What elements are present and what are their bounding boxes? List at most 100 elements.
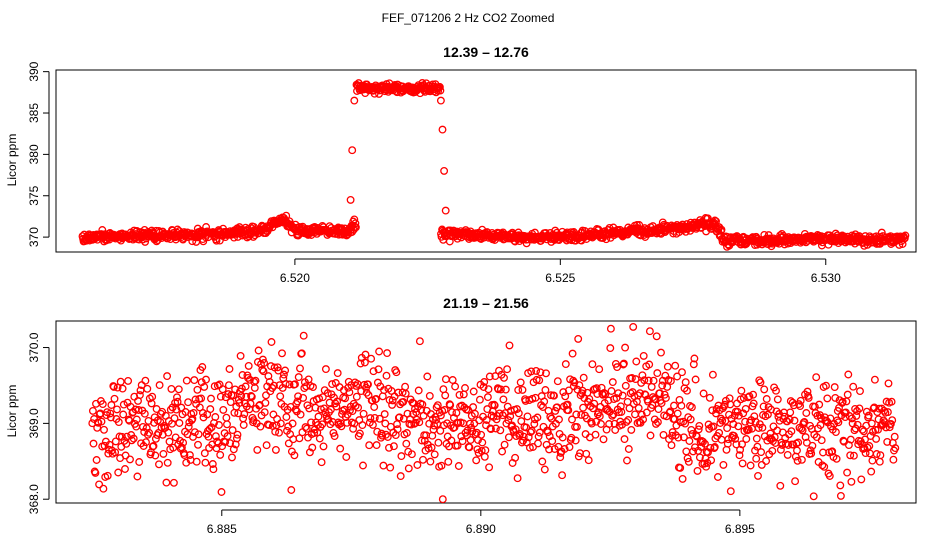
data-point [807, 449, 816, 458]
data-point [218, 385, 227, 394]
data-point [92, 456, 101, 464]
data-point [185, 451, 194, 460]
data-point [862, 407, 871, 416]
data-point [268, 384, 277, 392]
data-point [174, 385, 183, 394]
data-point [658, 381, 667, 390]
data-point [585, 394, 594, 403]
data-point [308, 443, 317, 452]
data-point [642, 408, 651, 417]
data-point [427, 443, 436, 452]
data-point [241, 382, 250, 391]
data-point [191, 395, 200, 404]
data-point [393, 425, 402, 434]
data-point [564, 406, 573, 415]
data-point [754, 471, 762, 480]
data-point [447, 436, 456, 445]
data-point [260, 359, 269, 367]
data-point [352, 392, 361, 401]
data-point [337, 422, 346, 431]
data-point [95, 480, 104, 489]
data-point [388, 396, 397, 405]
data-point [446, 401, 455, 410]
data-point [433, 401, 442, 410]
data-point [844, 370, 853, 379]
data-point [479, 383, 488, 391]
data-point [638, 371, 647, 380]
data-point [205, 425, 214, 433]
data-point [618, 391, 627, 400]
data-point [888, 416, 897, 425]
data-point [132, 415, 141, 424]
data-point [180, 451, 189, 459]
data-point [310, 429, 319, 437]
data-point [632, 357, 641, 366]
data-point [783, 450, 792, 459]
data-point [142, 438, 150, 447]
data-point [604, 396, 613, 405]
data-point [290, 451, 299, 460]
data-point [324, 415, 333, 424]
data-point [383, 433, 392, 441]
data-point [623, 456, 631, 465]
data-point [244, 361, 253, 370]
data-point [448, 376, 457, 384]
data-point [259, 367, 268, 376]
data-point [717, 225, 726, 234]
data-point [843, 390, 852, 399]
data-point [600, 389, 609, 397]
data-point [732, 440, 741, 449]
x-tick-label: 6.520 [280, 271, 310, 285]
data-point [190, 376, 199, 385]
data-point [276, 419, 285, 428]
x-tick-label: 6.525 [545, 271, 575, 285]
data-point [333, 397, 342, 406]
data-point [750, 412, 759, 421]
data-point [487, 425, 495, 434]
data-point [769, 422, 778, 431]
data-point [591, 430, 600, 439]
data-point [762, 457, 771, 465]
data-point [485, 463, 494, 472]
data-point [350, 215, 359, 224]
data-point [110, 394, 119, 403]
data-point [173, 397, 182, 406]
data-point [495, 366, 503, 375]
data-point [237, 391, 246, 400]
data-point [323, 389, 332, 398]
data-point [848, 414, 856, 423]
data-point [883, 437, 892, 446]
data-point [173, 393, 181, 402]
data-point [796, 396, 805, 405]
data-point [189, 408, 198, 417]
data-point [526, 428, 535, 437]
data-point [599, 435, 608, 444]
data-point [216, 392, 225, 401]
data-point [553, 377, 562, 386]
data-point [735, 451, 744, 460]
data-point [367, 354, 376, 363]
data-point [797, 455, 806, 464]
data-point [111, 437, 120, 446]
data-point [245, 375, 254, 384]
data-point [846, 435, 855, 444]
data-point [694, 425, 703, 434]
data-point [382, 371, 391, 380]
data-point [877, 228, 886, 237]
data-point [695, 421, 704, 430]
data-point [202, 375, 210, 384]
data-point [119, 410, 128, 419]
data-point [762, 395, 771, 403]
data-point [485, 372, 494, 381]
data-point [88, 406, 97, 415]
data-point [708, 370, 717, 379]
data-point [718, 416, 727, 425]
data-point [261, 398, 270, 407]
data-point [679, 433, 688, 442]
data-point [831, 428, 840, 437]
data-point [200, 382, 209, 391]
data-point [879, 416, 888, 425]
data-point [640, 376, 649, 385]
data-point [379, 461, 388, 470]
data-point [518, 385, 527, 394]
